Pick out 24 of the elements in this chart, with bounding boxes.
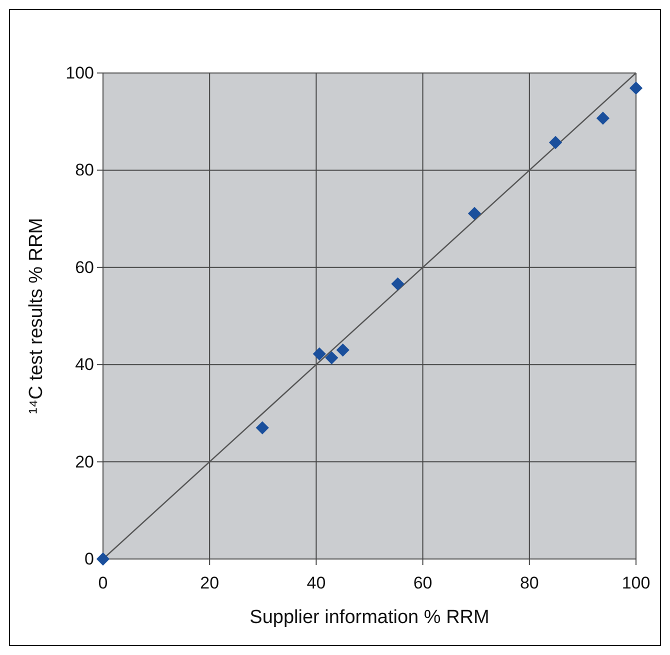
y-tick-label: 0 xyxy=(84,549,94,568)
x-tick-label: 60 xyxy=(413,573,432,592)
point xyxy=(325,351,338,364)
y-tick-label: 40 xyxy=(75,355,94,374)
point xyxy=(96,552,110,566)
x-tick-label: 40 xyxy=(306,573,326,592)
y-tick-label: 80 xyxy=(75,160,94,180)
x-tick-label: 100 xyxy=(622,573,650,592)
y-tick-label: 60 xyxy=(75,258,94,277)
point xyxy=(596,112,610,125)
point xyxy=(629,82,643,95)
point xyxy=(336,343,350,357)
point xyxy=(312,347,326,360)
x-tick-label: 0 xyxy=(98,573,108,592)
y-tick-label: 20 xyxy=(75,452,94,472)
x-tick-label: 20 xyxy=(200,573,220,592)
y-axis-title: ¹⁴C test results % RRM xyxy=(26,218,47,414)
point xyxy=(468,206,482,220)
point xyxy=(548,136,562,150)
point xyxy=(256,421,269,434)
point xyxy=(391,277,404,290)
x-axis-title: Supplier information % RRM xyxy=(250,607,490,628)
y-tick-label: 100 xyxy=(66,63,94,82)
x-tick-label: 80 xyxy=(520,573,539,592)
